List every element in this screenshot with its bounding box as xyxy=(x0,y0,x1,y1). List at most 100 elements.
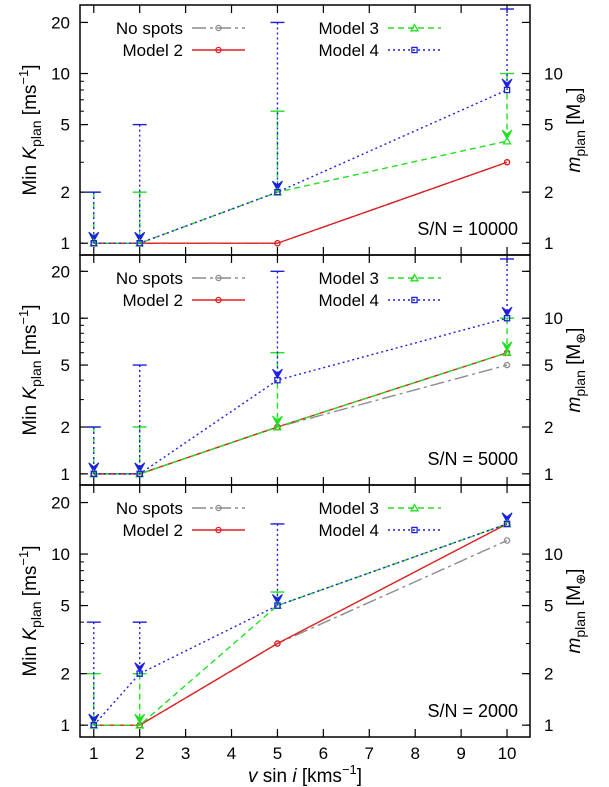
data-point xyxy=(90,239,98,247)
y2-tick-label: 2 xyxy=(544,418,553,437)
data-point xyxy=(503,159,511,166)
data-point xyxy=(503,537,511,544)
sn-annotation: S/N = 10000 xyxy=(417,219,518,239)
legend-label: Model 2 xyxy=(123,521,183,540)
y2-tick-label: 1 xyxy=(544,234,553,253)
data-point xyxy=(503,361,511,369)
upper-limit-arrow xyxy=(501,129,513,141)
y-tick-label: 10 xyxy=(51,65,70,84)
x-tick-label: 7 xyxy=(365,744,374,763)
y2-tick-label: 10 xyxy=(544,65,563,84)
y2-axis-title: mplan [M⊕] xyxy=(564,328,588,413)
y-tick-label: 1 xyxy=(61,465,70,484)
legend-marker xyxy=(411,46,418,54)
y2-tick-label: 2 xyxy=(544,665,553,684)
legend-label: Model 4 xyxy=(319,41,379,60)
legend-marker xyxy=(409,503,420,512)
legend-marker xyxy=(215,24,222,32)
x-tick-label: 6 xyxy=(319,744,328,763)
y-tick-label: 10 xyxy=(51,309,70,328)
legend-marker xyxy=(409,23,420,32)
legend-marker xyxy=(215,526,222,534)
data-point xyxy=(272,422,283,431)
x-axis-title: v sin i [kms−1] xyxy=(248,762,362,787)
legend-marker xyxy=(215,274,222,282)
x-tick-label: 4 xyxy=(227,744,236,763)
data-point xyxy=(136,470,143,478)
legend-marker xyxy=(215,296,222,304)
y-tick-label: 5 xyxy=(61,356,70,375)
legend-label: Model 3 xyxy=(319,19,379,38)
y2-tick-label: 10 xyxy=(544,545,563,564)
y-tick-label: 20 xyxy=(51,262,70,281)
upper-limit-arrow xyxy=(272,594,283,605)
legend-label: Model 4 xyxy=(319,291,379,310)
legend-label: Model 3 xyxy=(319,499,379,518)
upper-limit-arrow xyxy=(272,180,283,192)
y2-axis-title: mplan [M⊕] xyxy=(564,88,588,173)
y-axis-title: Min Kplan [ms−1] xyxy=(16,545,44,676)
upper-limit-arrow xyxy=(134,713,146,725)
y-tick-label: 5 xyxy=(61,597,70,616)
y-axis-title: Min Kplan [ms−1] xyxy=(16,304,44,435)
series-line-model-3 xyxy=(93,523,508,726)
legend-label: No spots xyxy=(116,499,183,518)
x-tick-label: 5 xyxy=(273,744,282,763)
legend-marker xyxy=(411,526,418,534)
legend-marker xyxy=(215,46,222,54)
data-point xyxy=(502,347,512,357)
x-tick-label: 8 xyxy=(410,744,419,763)
upper-limit-arrow xyxy=(272,368,283,380)
y-axis-title: Min Kplan [ms−1] xyxy=(16,64,44,195)
data-point xyxy=(503,314,511,322)
data-point xyxy=(274,602,281,609)
legend-label: Model 2 xyxy=(123,41,183,60)
panel-2: 1 2 5 10 20 1 2 5 10 Min Kplan [ms−1] mplan [M⊕] S/… xyxy=(16,254,588,486)
y-tick-label: 20 xyxy=(51,494,70,513)
legend-label: Model 4 xyxy=(319,521,379,540)
y-tick-label: 1 xyxy=(61,234,70,253)
legend-label: No spots xyxy=(116,269,183,288)
data-point xyxy=(136,670,143,677)
data-point xyxy=(502,136,512,145)
y-tick-label: 2 xyxy=(61,418,70,437)
legend-label: Model 3 xyxy=(319,269,379,288)
data-point xyxy=(503,520,511,528)
series-line-model-4 xyxy=(93,523,508,726)
data-point xyxy=(274,188,281,196)
upper-limit-arrow xyxy=(88,231,100,243)
x-tick-label: 9 xyxy=(456,744,465,763)
series-line-model-4 xyxy=(93,317,508,475)
data-point xyxy=(90,721,98,729)
data-point xyxy=(274,239,281,247)
y2-tick-label: 10 xyxy=(544,309,563,328)
legend: No spots Model 2 Model 3 Model 4 xyxy=(116,19,441,60)
y-tick-label: 20 xyxy=(51,13,70,32)
upper-limit-arrow xyxy=(134,231,146,243)
y2-tick-label: 5 xyxy=(544,597,553,616)
y2-tick-label: 5 xyxy=(544,356,553,375)
legend-marker xyxy=(409,273,420,282)
legend-marker xyxy=(411,296,418,304)
upper-limit-arrow xyxy=(501,306,513,318)
data-point xyxy=(90,470,98,478)
y-tick-label: 5 xyxy=(61,116,70,135)
legend-label: Model 2 xyxy=(123,291,183,310)
y2-tick-label: 1 xyxy=(544,716,553,735)
series-line-model-2 xyxy=(93,523,508,726)
upper-limit-arrow xyxy=(88,713,100,725)
x-tick-label: 3 xyxy=(181,744,190,763)
x-tick-label: 10 xyxy=(498,744,517,763)
series-line-no-spots xyxy=(93,539,508,726)
upper-limit-arrow xyxy=(88,462,100,473)
legend: No spots Model 2 Model 3 Model 4 xyxy=(116,269,441,310)
upper-limit-arrow xyxy=(134,662,146,673)
legend-marker xyxy=(215,504,222,512)
legend: No spots Model 2 Model 3 Model 4 xyxy=(116,499,441,540)
plot-frame xyxy=(79,484,531,738)
x-tick-label: 2 xyxy=(135,744,144,763)
upper-limit-arrow xyxy=(272,415,283,427)
y-tick-label: 2 xyxy=(61,183,70,202)
panel-3: 1 2 5 10 20 1 2 5 10 1 2 3 4 5 6 7 8 9 10 Min Kplan [ms−1] m… xyxy=(16,484,588,763)
